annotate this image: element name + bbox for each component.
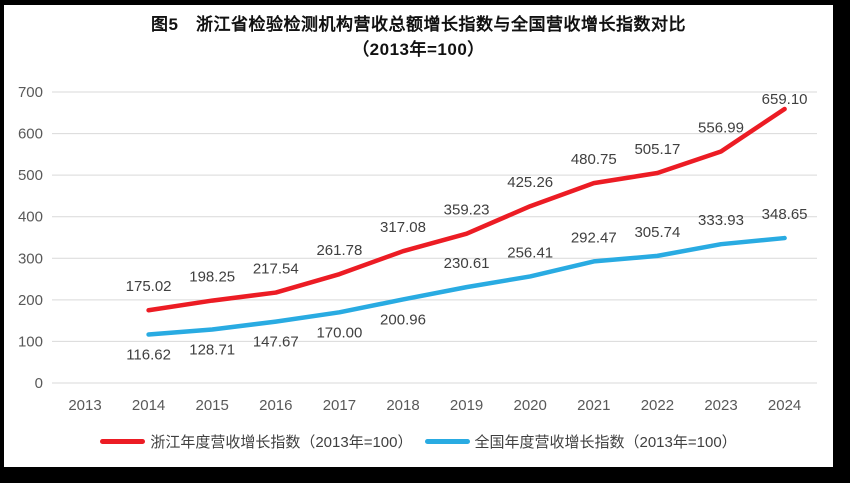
legend-item-national: 全国年度营收增长指数（2013年=100） xyxy=(424,431,737,452)
x-axis-tick-label: 2018 xyxy=(386,397,419,414)
x-axis-tick-label: 2013 xyxy=(68,397,101,414)
chart-subtitle: （2013年=100） xyxy=(352,40,485,59)
data-label: 425.26 xyxy=(507,174,553,191)
y-axis-tick-label: 0 xyxy=(35,375,43,392)
line-chart: 0 100 200 300 400 500 600 700 2013 2014 2015 2016 20… xyxy=(18,84,817,414)
data-label: 116.62 xyxy=(126,347,171,364)
data-label: 128.71 xyxy=(189,341,235,358)
chart-title-block: 图5 浙江省检验检测机构营收总额增长指数与全国营收增长指数对比 （2013年=1… xyxy=(4,12,833,62)
data-label: 359.23 xyxy=(444,202,490,219)
data-label: 170.00 xyxy=(316,324,362,341)
data-label: 505.17 xyxy=(634,141,680,158)
data-label: 200.96 xyxy=(380,311,426,328)
y-axis-tick-label: 500 xyxy=(18,167,43,184)
zhejiang-line-swatch-icon xyxy=(100,439,146,444)
x-axis-tick-label: 2022 xyxy=(641,397,674,414)
data-label: 556.99 xyxy=(698,119,744,136)
x-axis-tick-label: 2017 xyxy=(323,397,356,414)
y-axis-tick-label: 600 xyxy=(18,126,43,143)
series-line-0 xyxy=(146,106,787,313)
data-label: 175.02 xyxy=(126,278,172,295)
legend: 浙江年度营收增长指数（2013年=100） 全国年度营收增长指数（2013年=1… xyxy=(4,431,833,452)
y-axis-tick-label: 700 xyxy=(18,84,43,101)
x-axis-tick-label: 2023 xyxy=(704,397,737,414)
x-axis-tick-label: 2014 xyxy=(132,397,165,414)
data-label: 261.78 xyxy=(316,242,362,259)
data-label: 230.61 xyxy=(444,255,490,272)
data-label: 292.47 xyxy=(571,229,617,246)
data-label: 147.67 xyxy=(253,334,299,351)
chart-inner: 图5 浙江省检验检测机构营收总额增长指数与全国营收增长指数对比 （2013年=1… xyxy=(4,5,833,467)
data-label: 198.25 xyxy=(189,269,235,286)
legend-item-zhejiang: 浙江年度营收增长指数（2013年=100） xyxy=(100,431,413,452)
series-line-1 xyxy=(146,235,787,337)
y-axis-tick-label: 200 xyxy=(18,292,43,309)
y-axis-tick-label: 400 xyxy=(18,209,43,226)
data-label: 256.41 xyxy=(507,244,553,261)
y-axis-tick-label: 300 xyxy=(18,250,43,267)
x-axis-tick-label: 2021 xyxy=(577,397,610,414)
y-axis-tick-label: 100 xyxy=(18,333,43,350)
x-axis-tick-label: 2015 xyxy=(196,397,229,414)
data-label: 659.10 xyxy=(762,91,808,108)
data-label: 317.08 xyxy=(380,219,426,236)
x-axis-tick-label: 2016 xyxy=(259,397,292,414)
data-label: 480.75 xyxy=(571,151,617,168)
data-label: 217.54 xyxy=(253,261,299,278)
x-axis-tick-label: 2019 xyxy=(450,397,483,414)
data-label: 333.93 xyxy=(698,212,744,229)
chart-title: 图5 浙江省检验检测机构营收总额增长指数与全国营收增长指数对比 xyxy=(151,15,686,34)
legend-label-zhejiang: 浙江年度营收增长指数（2013年=100） xyxy=(150,434,413,451)
x-axis-tick-label: 2020 xyxy=(514,397,547,414)
data-label: 305.74 xyxy=(634,224,680,241)
x-axis-tick-label: 2024 xyxy=(768,397,801,414)
national-line-swatch-icon xyxy=(424,439,470,444)
data-label: 348.65 xyxy=(762,206,808,223)
legend-label-national: 全国年度营收增长指数（2013年=100） xyxy=(474,434,737,451)
